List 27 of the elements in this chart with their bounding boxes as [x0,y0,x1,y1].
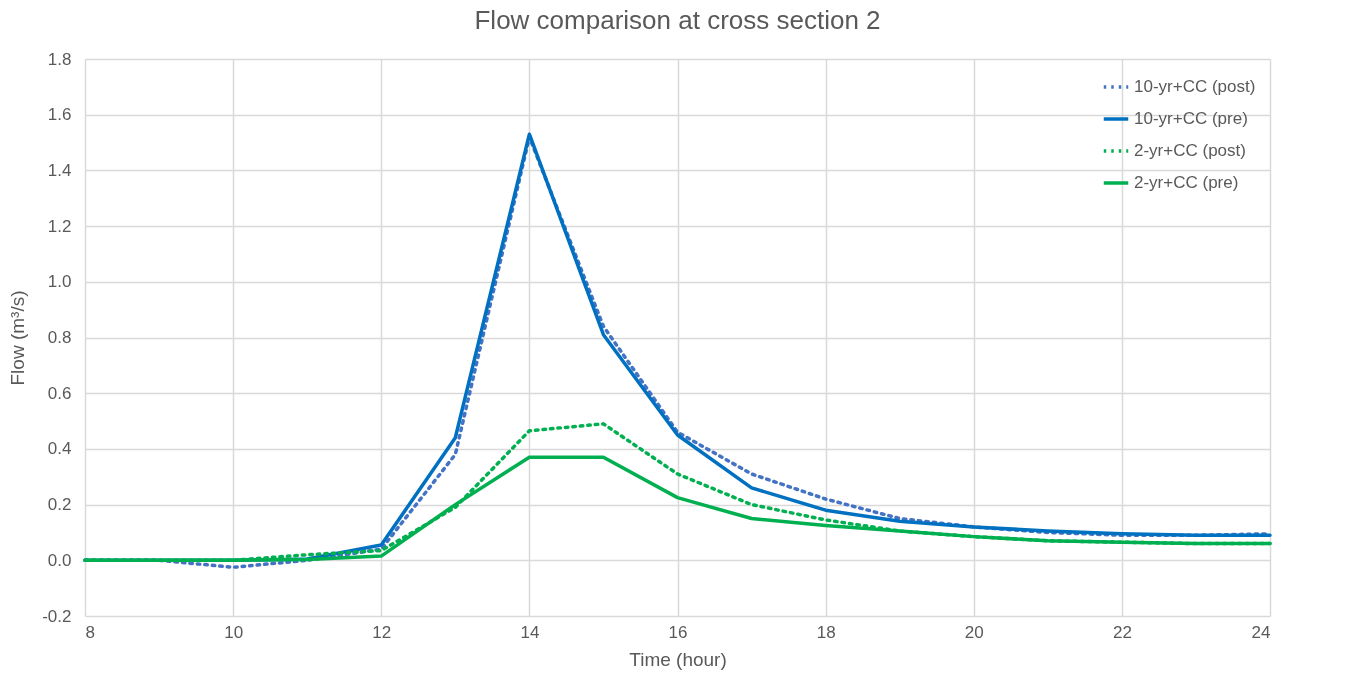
x-tick-label: 12 [372,622,392,642]
y-tick-label: 1.8 [47,49,72,69]
legend-label: 10-yr+CC (post) [1134,77,1256,96]
chart-title: Flow comparison at cross section 2 [474,5,881,35]
y-tick-label: 0.4 [47,439,72,459]
y-tick-label: 0.2 [47,495,72,515]
x-tick-label: 16 [668,622,688,642]
y-tick-label: 1.4 [47,160,72,180]
x-tick-label: 14 [520,622,540,642]
x-tick-label: 24 [1251,622,1271,642]
y-tick-label: 1.2 [47,216,72,236]
legend-label: 2-yr+CC (pre) [1134,173,1239,192]
legend-label: 10-yr+CC (pre) [1134,109,1248,128]
x-tick-label: 18 [816,622,836,642]
y-tick-label: -0.2 [42,606,72,626]
y-tick-label: 0.0 [47,550,72,570]
x-tick-label: 22 [1112,622,1132,642]
x-tick-label: 10 [224,622,244,642]
x-tick-label: 20 [964,622,984,642]
y-axis-title: Flow (m³/s) [7,290,29,386]
x-tick-label: 8 [85,622,95,642]
y-tick-label: 0.8 [47,328,72,347]
y-tick-label: 0.6 [47,383,72,403]
y-tick-label: 1.0 [47,272,72,292]
x-axis-title: Time (hour) [629,648,727,670]
y-tick-label: 1.6 [47,105,72,125]
legend-label: 2-yr+CC (post) [1134,141,1246,160]
